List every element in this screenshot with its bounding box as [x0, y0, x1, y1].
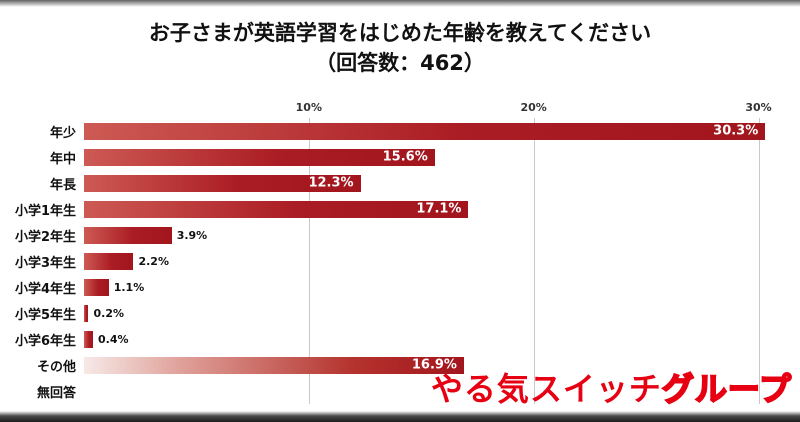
category-label: 小学6年生	[14, 333, 76, 349]
chart-row: その他 16.9%	[0, 352, 800, 378]
logo-text-outline: グループ	[661, 369, 792, 409]
chart-row: 年少 30.3%	[0, 118, 800, 144]
bar: 12.3%	[84, 174, 361, 192]
category-label: 無回答	[36, 385, 76, 401]
bar: 30.3%	[84, 122, 766, 140]
chart-rows: 年少 30.3% 年中 15.6% 年長 12.3% 小学1年生 17.1% 小学2年生 3.9%…	[0, 118, 800, 404]
gridline	[308, 118, 310, 404]
category-label: 年少	[49, 125, 76, 141]
chart-row: 年長 12.3%	[0, 170, 800, 196]
chart-title-line1: お子さまが英語学習をはじめた年齢を教えてください	[148, 21, 652, 45]
bar-track: 0.4%	[84, 330, 790, 348]
category-label: 年中	[49, 151, 76, 167]
chart-row: 無回答	[0, 378, 800, 404]
chart-row: 小学6年生 0.4%	[0, 326, 800, 352]
chart-row: 小学1年生 17.1%	[0, 196, 800, 222]
bar-track: 15.6%	[84, 148, 790, 166]
yaruki-switch-group-logo: やる気スイッチグループ	[431, 364, 792, 410]
bar-track: 2.2%	[84, 252, 790, 270]
category-label: 年長	[49, 177, 76, 193]
bar	[84, 330, 93, 348]
category-label: 小学4年生	[14, 281, 76, 297]
value-label: 2.2%	[138, 254, 169, 268]
bar	[84, 252, 134, 270]
axis-tick-label: 20%	[520, 101, 547, 114]
value-label: 30.3%	[713, 123, 759, 139]
value-label: 3.9%	[176, 228, 208, 242]
axis-tick-label: 10%	[295, 101, 322, 114]
chart-row: 小学2年生 3.9%	[0, 222, 800, 248]
video-letterbox-bottom	[0, 411, 800, 422]
category-label: 小学3年生	[14, 255, 76, 271]
gridlines: 10% 20% 30%	[84, 101, 790, 404]
bar	[84, 278, 109, 296]
bar-track: 17.1%	[84, 200, 790, 218]
chart-title: お子さまが英語学習をはじめた年齢を教えてください （回答数：462）	[0, 18, 800, 79]
bar: 17.1%	[84, 200, 469, 218]
logo-text-main: やる気スイッチ	[430, 370, 662, 408]
chart-row: 小学5年生 0.2%	[0, 300, 800, 326]
chart-title-line2: （回答数：462）	[315, 51, 485, 76]
value-label: 12.3%	[308, 175, 354, 191]
value-label: 0.2%	[93, 306, 124, 320]
category-label: 小学2年生	[14, 229, 76, 245]
bar-track: 30.3%	[84, 122, 790, 140]
value-label: 1.1%	[113, 280, 145, 294]
value-label: 0.4%	[97, 332, 129, 346]
value-label: 15.6%	[382, 149, 428, 165]
bar-track: 3.9%	[84, 226, 790, 244]
bar: 16.9%	[84, 356, 464, 374]
bar-track: 16.9%	[84, 356, 790, 374]
bar: 15.6%	[84, 148, 435, 166]
video-letterbox-top	[0, 0, 800, 7]
chart-row: 年中 15.6%	[0, 144, 800, 170]
bar-track: 12.3%	[84, 174, 790, 192]
chart-row: 小学4年生 1.1%	[0, 274, 800, 300]
bar-chart: 10% 20% 30% 年少 30.3% 年中 15.6% 年長 12.3% 小学1年生 17.1…	[0, 98, 800, 406]
gridline	[533, 118, 535, 404]
bar-track: 0.2%	[84, 304, 790, 322]
value-label: 17.1%	[416, 201, 462, 217]
bar	[84, 226, 172, 244]
category-label: その他	[36, 359, 76, 375]
category-label: 小学1年生	[14, 203, 76, 219]
chart-row: 小学3年生 2.2%	[0, 248, 800, 274]
category-label: 小学5年生	[14, 307, 76, 323]
bar-track: 1.1%	[84, 278, 790, 296]
gridline	[758, 118, 760, 404]
bar	[84, 304, 89, 322]
axis-tick-label: 30%	[745, 101, 772, 114]
value-label: 16.9%	[411, 357, 457, 373]
